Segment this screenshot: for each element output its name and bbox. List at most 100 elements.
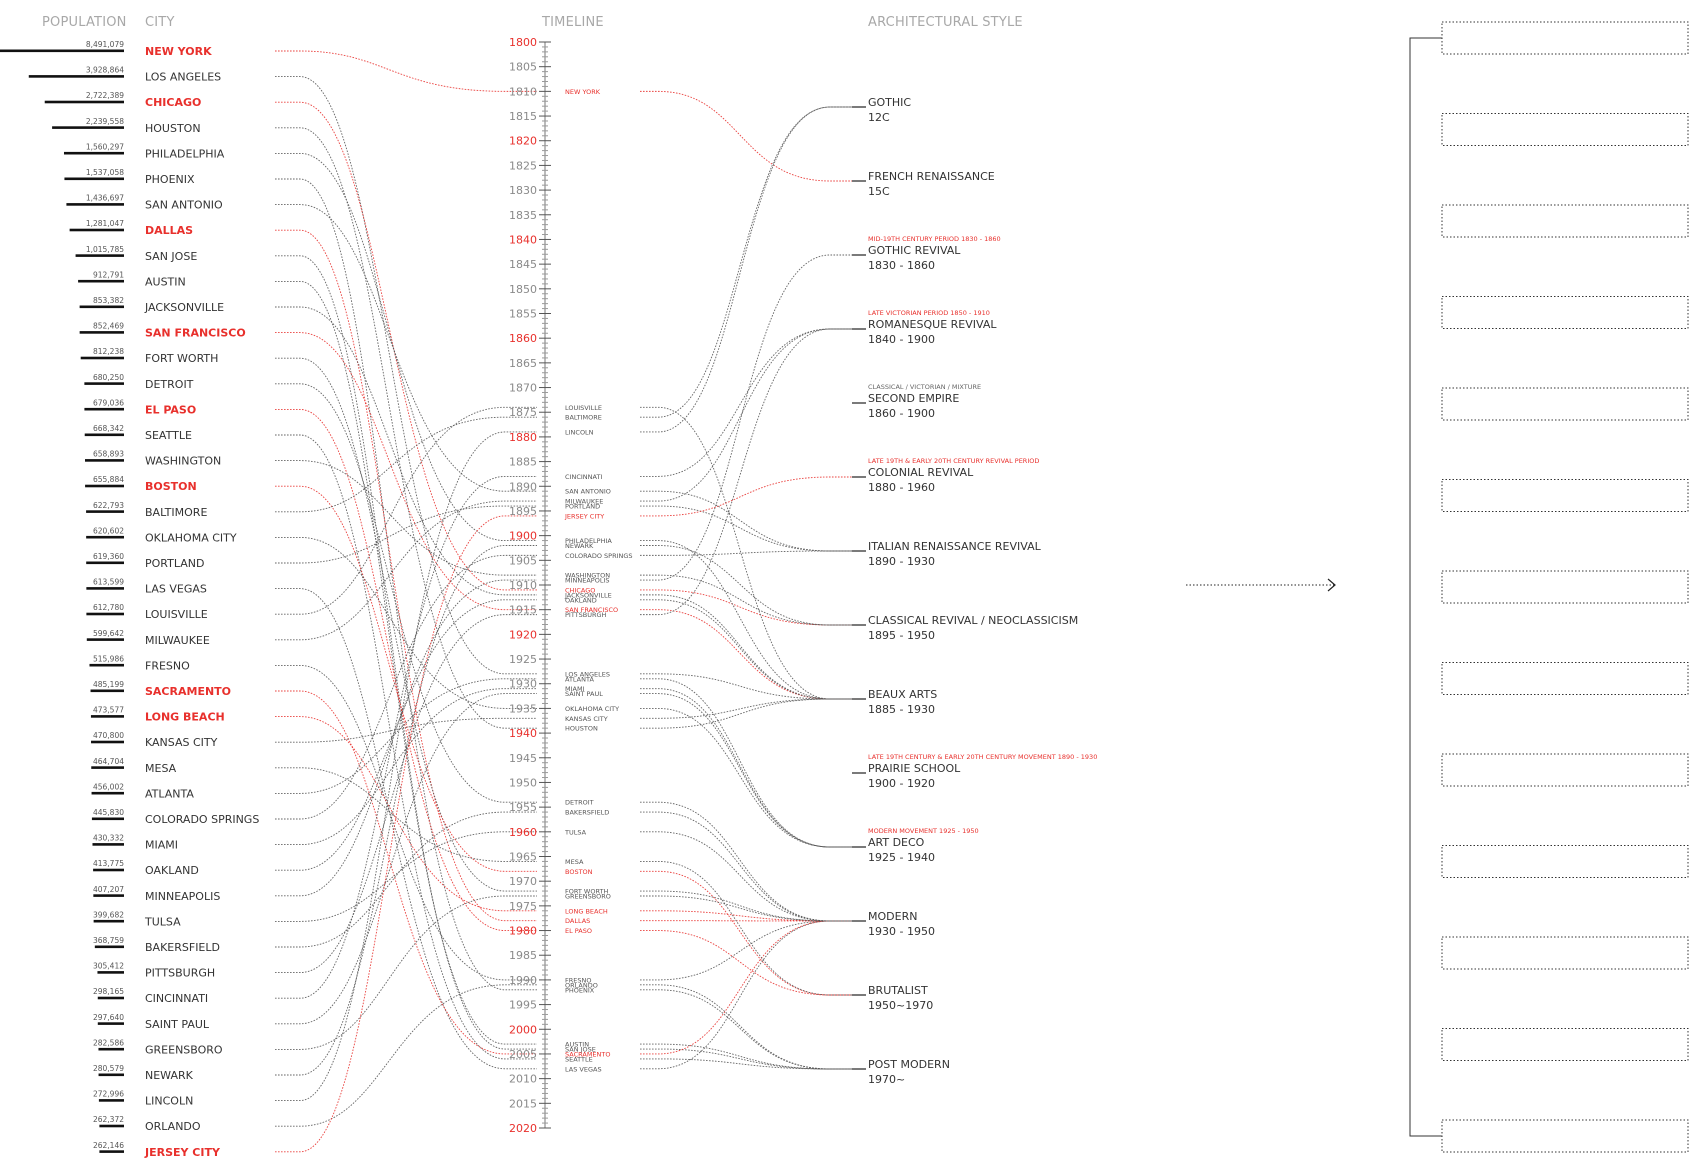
population-bar [86,638,124,641]
style-name: SECOND EMPIRE [868,392,959,405]
population-value: 430,332 [93,834,124,843]
timeline-city-label: MIAMI [565,685,585,693]
style-date-range: 1895 - 1950 [868,629,935,642]
empty-placeholder-box [1441,204,1689,238]
city-to-year-link [275,664,537,981]
population-bar [86,561,124,565]
timeline-city-label: MESA [565,858,584,866]
city-name: BAKERSFIELD [145,941,220,954]
city-name: SAN FRANCISCO [145,327,246,340]
timeline-year-label: 1910 [509,579,537,592]
city-name: COLORADO SPRINGS [145,813,259,826]
city-name: JACKSONVILLE [144,301,224,314]
population-value: 515,986 [93,654,124,663]
city-name: EL PASO [145,403,196,416]
timeline-year-label: 1920 [509,628,537,641]
city-name: MILWAUKEE [145,634,210,647]
population-value: 620,602 [93,526,124,535]
population-value: 262,372 [93,1115,124,1124]
population-bar [69,228,124,232]
timeline-year-label: 1840 [509,233,537,246]
city-name: LOUISVILLE [145,608,208,621]
city-name: DALLAS [145,224,193,237]
population-value: 305,412 [93,962,124,971]
population-bar [97,1022,124,1025]
style-name: ITALIAN RENAISSANCE REVIVAL [868,540,1042,553]
timeline-city-label: PORTLAND [565,503,600,511]
population-bar [97,971,124,974]
city-to-year-link [275,717,537,743]
timeline-city-label: SAN ANTONIO [565,488,611,496]
style-name: PRAIRIE SCHOOL [868,762,961,775]
population-value: 1,281,047 [86,219,124,228]
population-bar [28,75,125,78]
year-to-style-link [640,811,864,922]
year-to-style-link [640,678,864,848]
city-to-year-link [275,545,537,1076]
city-name: KANSAS CITY [145,736,218,749]
population-value: 812,238 [93,347,124,356]
timeline-city-label: COLORADO SPRINGS [565,552,633,560]
year-to-style-link [640,1058,864,1070]
timeline-year-label: 1825 [509,159,537,172]
timeline-city-label: SAINT PAUL [565,690,603,698]
city-to-year-link [275,500,537,641]
city-name: LINCOLN [145,1095,193,1108]
city-name: TULSA [144,915,181,928]
city-name: MINNEAPOLIS [145,890,220,903]
style-period-note: LATE VICTORIAN PERIOD 1850 - 1910 [868,309,990,317]
style-name: BEAUX ARTS [868,688,937,701]
timeline-year-label: 1960 [509,826,537,839]
city-name: AUSTIN [145,275,186,288]
timeline-year-label: 1880 [509,431,537,444]
timeline-year-label: 1965 [509,851,537,864]
timeline-year-label: 1985 [509,949,537,962]
year-to-style-link [640,693,864,848]
timeline-year-label: 1975 [509,900,537,913]
timeline-year-label: 1805 [509,61,537,74]
style-date-range: 1950~1970 [868,999,933,1012]
population-bar [86,510,124,513]
timeline-year-label: 2005 [509,1048,537,1061]
city-to-year-link [275,434,537,1060]
timeline-year-label: 1860 [509,332,537,345]
timeline-year-label: 1905 [509,554,537,567]
population-value: 407,207 [93,885,124,894]
population-value: 464,704 [93,757,124,766]
arrow-head-icon [1327,578,1336,592]
style-date-range: 1830 - 1860 [868,259,935,272]
year-to-style-link [640,801,864,922]
population-value: 413,775 [93,859,124,868]
population-value: 399,682 [93,910,124,919]
city-to-year-link [275,50,537,92]
timeline-year-label: 1950 [509,776,537,789]
timeline-city-label: MILWAUKEE [565,498,603,506]
year-to-style-link [640,574,864,626]
population-bar [75,254,124,257]
timeline-city-label: CINCINNATI [565,473,602,481]
empty-placeholder-box [1441,296,1689,329]
empty-placeholder-box [1441,753,1689,787]
population-value: 3,928,864 [86,66,124,75]
timeline-year-label: 1955 [509,801,537,814]
city-to-year-link [275,767,537,862]
city-to-year-link [275,984,537,1127]
city-name: ATLANTA [145,787,194,800]
style-date-range: 1890 - 1930 [868,555,935,568]
timeline-year-label: 1815 [509,110,537,123]
timeline-year-label: 1830 [509,184,537,197]
style-date-range: 1925 - 1940 [868,851,935,864]
city-name: GREENSBORO [145,1043,223,1056]
timeline-year-label: 1990 [509,974,537,987]
city-to-year-link [275,678,537,794]
population-bar [86,587,124,590]
population-bar [86,612,124,616]
empty-placeholder-box [1441,113,1689,146]
timeline-city-label: EL PASO [565,927,592,935]
timeline-city-label: HOUSTON [565,725,598,733]
city-name: MESA [145,762,177,775]
style-period-note: LATE 19TH & EARLY 20TH CENTURY REVIVAL P… [868,457,1039,465]
city-to-year-link [275,408,537,931]
city-name: PHILADELPHIA [145,147,225,160]
timeline-year-label: 2020 [509,1122,537,1135]
